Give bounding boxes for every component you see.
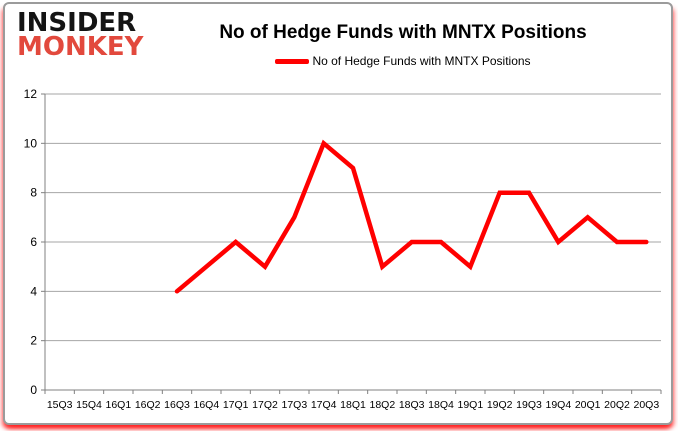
x-tick-label: 19Q3 — [516, 399, 542, 411]
y-tick-label: 4 — [30, 284, 37, 298]
x-tick-label: 19Q4 — [545, 399, 571, 411]
logo-line1: INSIDER — [17, 8, 137, 38]
y-tick-label: 8 — [30, 186, 37, 200]
x-tick-label: 18Q2 — [369, 399, 395, 411]
series-line — [174, 139, 649, 294]
x-tick-label: 19Q2 — [487, 399, 513, 411]
x-tick-label: 16Q2 — [135, 399, 161, 411]
y-tick-label: 2 — [30, 334, 37, 348]
y-tick-label: 12 — [24, 87, 38, 101]
legend: No of Hedge Funds with MNTX Positions — [275, 54, 531, 68]
chart-title: No of Hedge Funds with MNTX Positions — [219, 22, 587, 43]
chart-area: 0 2 4 6 8 10 12 15Q3 15Q4 16Q1 16Q2 16Q3 16Q4 17Q1 17Q… — [5, 82, 671, 423]
y-tick-label: 0 — [30, 383, 37, 397]
x-tick-label: 19Q1 — [457, 399, 483, 411]
x-tick-label: 20Q2 — [604, 399, 630, 411]
x-tick-label: 17Q2 — [252, 399, 278, 411]
chart-header: INSIDER MONKEY No of Hedge Funds with MN… — [5, 4, 671, 82]
x-tick-label: 17Q3 — [281, 399, 307, 411]
x-tick-label: 16Q4 — [193, 399, 219, 411]
x-tick-label: 17Q1 — [223, 399, 249, 411]
legend-label: No of Hedge Funds with MNTX Positions — [312, 54, 531, 68]
legend-line-marker — [275, 58, 310, 64]
x-tick-label: 16Q3 — [164, 399, 190, 411]
x-tick-label: 15Q4 — [76, 399, 102, 411]
x-tick-label: 20Q3 — [633, 399, 659, 411]
x-tick-label: 18Q1 — [340, 399, 366, 411]
insider-monkey-logo: INSIDER MONKEY — [17, 8, 145, 62]
x-tick-label: 16Q1 — [105, 399, 131, 411]
chart-card: INSIDER MONKEY No of Hedge Funds with MN… — [3, 2, 673, 425]
x-tick-label: 17Q4 — [311, 399, 337, 411]
x-tick-label: 18Q3 — [399, 399, 425, 411]
title-block: No of Hedge Funds with MNTX Positions No… — [145, 12, 661, 68]
x-tick-label: 15Q3 — [47, 399, 73, 411]
y-tick-label: 10 — [24, 136, 38, 150]
y-tick-label: 6 — [30, 235, 37, 249]
logo-line2: MONKEY — [17, 31, 144, 62]
x-tick-label: 20Q1 — [575, 399, 601, 411]
x-tick-label: 18Q4 — [428, 399, 454, 411]
